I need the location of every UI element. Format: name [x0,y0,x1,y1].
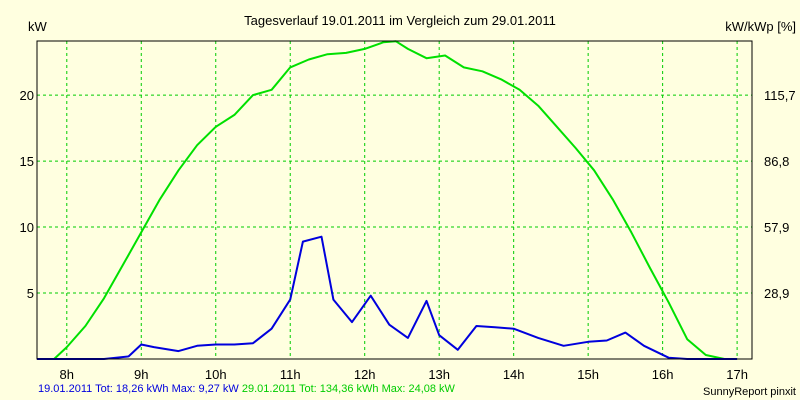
credit-text: SunnyReport pinxit [703,386,796,398]
y-tick-label-left: 15 [20,154,34,169]
footer-s2-tot: 134,36 kWh [320,383,379,395]
series-layer [37,40,738,360]
footer-s2-date: 29.01.2011 [242,383,296,395]
y-tick-label-right: 115,7 [764,88,796,103]
y-tick-label-left: 20 [20,88,34,103]
y-tick-label-left: 10 [20,220,34,235]
footer-s1-max-label: Max: [172,383,196,395]
footer-s1-date: 19.01.2011 [38,383,92,395]
y-tick-label-left: 5 [27,286,34,301]
footer-s1-tot: 18,26 kWh [116,383,169,395]
y-tick-label-right: 57,9 [764,220,789,235]
x-tick-label: 12h [354,367,376,382]
footer-s2-max: 24,08 kW [408,383,455,395]
x-tick-label: 17h [726,367,748,382]
x-tick-label: 8h [60,367,74,382]
y-tick-label-right: 28,9 [764,286,789,301]
x-tick-label: 10h [205,367,227,382]
grid [37,41,752,359]
plot-frame [36,40,753,360]
y-axis-label-right: kW/kWp [%] [725,19,796,34]
footer-s2-max-label: Max: [382,383,406,395]
footer-s1-tot-label: Tot: [95,383,113,395]
chart-title: Tagesverlauf 19.01.2011 im Vergleich zum… [244,13,556,28]
x-tick-label: 13h [428,367,450,382]
footer-s2-tot-label: Tot: [299,383,317,395]
y-axis-label-left: kW [28,19,48,34]
y-axis-ticks-right: 28,9 57,9 86,8 115,7 [764,88,796,301]
y-tick-label-right: 86,8 [764,154,789,169]
x-tick-label: 16h [652,367,674,382]
footer-series1-summary: 19.01.2011 Tot: 18,26 kWh Max: 9,27 kW 2… [38,383,456,395]
x-tick-label: 9h [134,367,148,382]
x-tick-label: 14h [503,367,525,382]
x-tick-label: 11h [280,367,301,382]
x-axis-ticks: 8h 9h 10h 11h 12h 13h 14h 15h 16h 17h [60,367,748,382]
footer-s1-max: 9,27 kW [198,383,239,395]
x-tick-label: 15h [577,367,599,382]
series-line-19.01.2011 [37,235,738,360]
y-axis-ticks-left: 5 10 15 20 [20,88,34,301]
series-line-29.01.2011 [37,40,738,360]
